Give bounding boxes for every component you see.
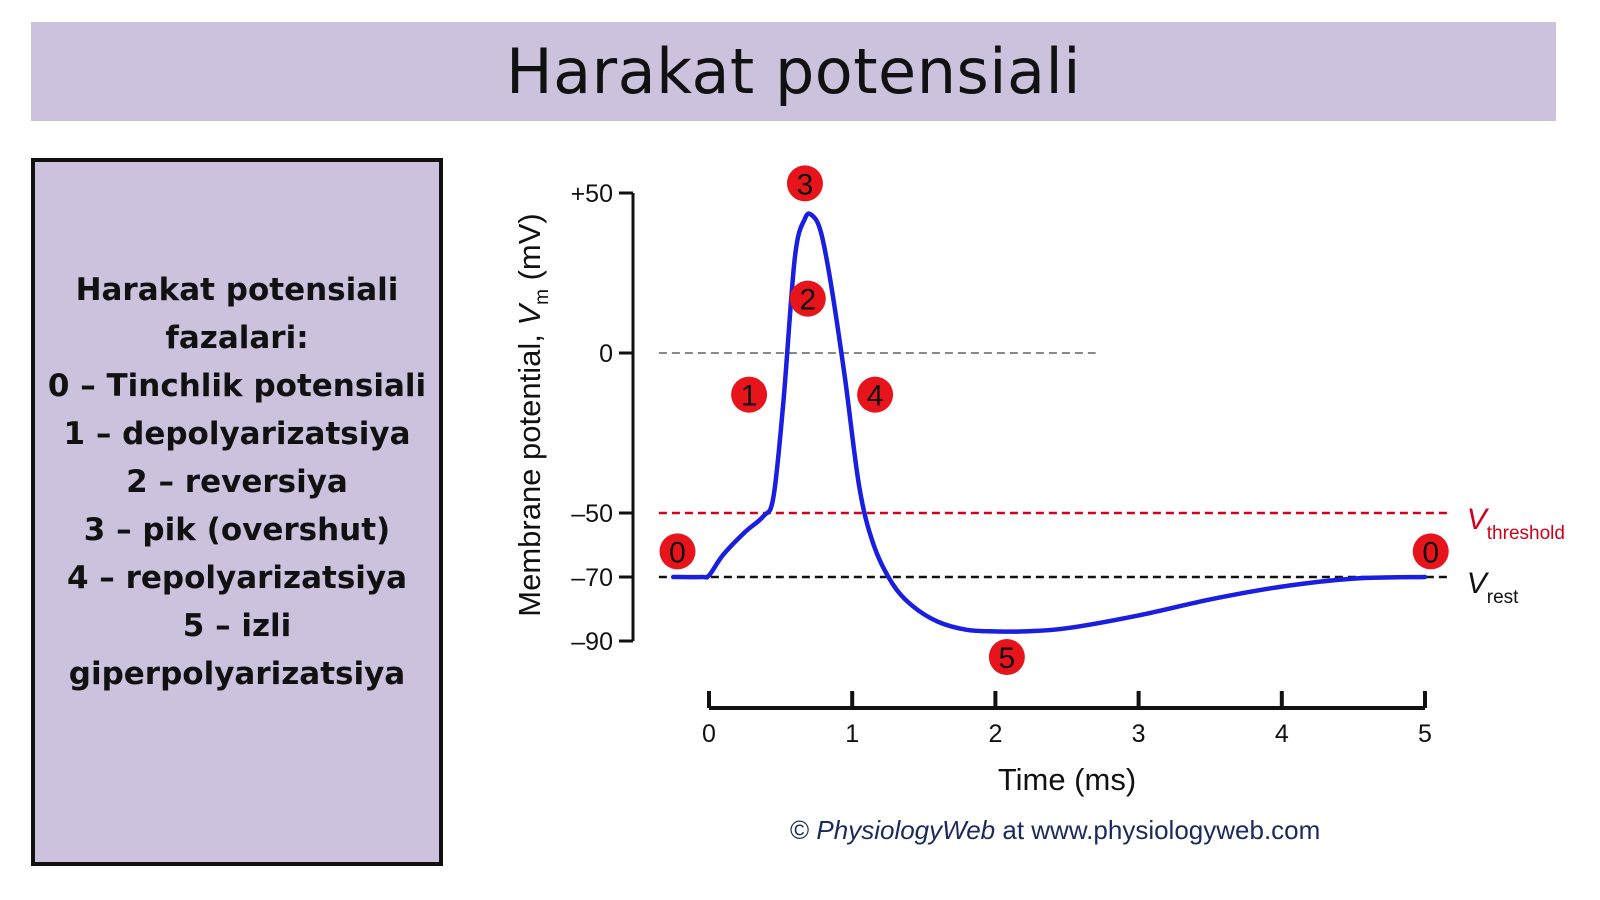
credit-line: © PhysiologyWeb at www.physiologyweb.com [790,815,1320,846]
x-tick-label-1: 1 [845,720,859,748]
phase-marker-4 [857,376,894,413]
phase-item-3: 3 – pik (overshut) [83,512,391,548]
phase-item-4: 4 – repolyarizatsiya [66,560,408,596]
phase-marker-label-6: 0 [1422,536,1439,569]
phases-heading-2: fazalari: [165,320,309,356]
series-line-0 [670,211,1428,634]
copyright-symbol: © [790,815,810,845]
phase-marker-label-4: 4 [867,380,884,413]
y-tick-label-3: –70 [571,564,613,592]
y-tick-label-4: –90 [571,628,613,656]
y-tick-label-1: 0 [599,340,613,368]
phase-marker-5 [988,639,1025,675]
credit-rest: at www.physiologyweb.com [1002,815,1321,845]
phases-box: Harakat potensiali fazalari: 0 – Tinchli… [31,158,443,866]
x-tick-label-3: 3 [1132,720,1146,748]
page-title: Harakat potensiali [506,35,1081,108]
y-tick-label-2: –50 [571,500,613,528]
title-bar: Harakat potensiali [31,22,1556,121]
x-tick-label-0: 0 [702,720,716,748]
x-tick-label-4: 4 [1275,720,1289,748]
x-tick-label-2: 2 [988,720,1002,748]
phase-marker-label-5: 5 [999,642,1016,675]
x-axis-label: Time (ms) [998,762,1136,797]
y-tick-label-0: +50 [571,180,613,208]
x-tick-label-5: 5 [1418,720,1432,748]
phase-item-5: 5 – izli [182,608,292,644]
ref-label-threshold: Vthreshold [1467,503,1565,544]
phase-item-5-cont: giperpolyarizatsiya [68,656,406,692]
phase-marker-1 [731,376,768,413]
phase-marker-label-3: 3 [797,168,814,201]
phase-marker-label-0: 0 [669,536,686,569]
phase-marker-6 [1412,533,1449,570]
phase-marker-2 [789,280,826,317]
phase-marker-3 [786,165,823,202]
phase-item-1: 1 – depolyarizatsiya [63,416,411,452]
credit-brand: PhysiologyWeb [816,815,996,845]
phase-marker-label-1: 1 [741,380,758,413]
phase-item-2: 2 – reversiya [126,464,348,500]
phase-marker-label-2: 2 [799,284,816,317]
y-axis-label: Membrane potential, Vm (mV) [512,213,553,617]
phase-item-0: 0 – Tinchlik potensiali [47,368,427,404]
ref-label-rest: Vrest [1467,567,1519,608]
phase-marker-0 [659,533,696,570]
phases-heading-1: Harakat potensiali [75,272,399,308]
